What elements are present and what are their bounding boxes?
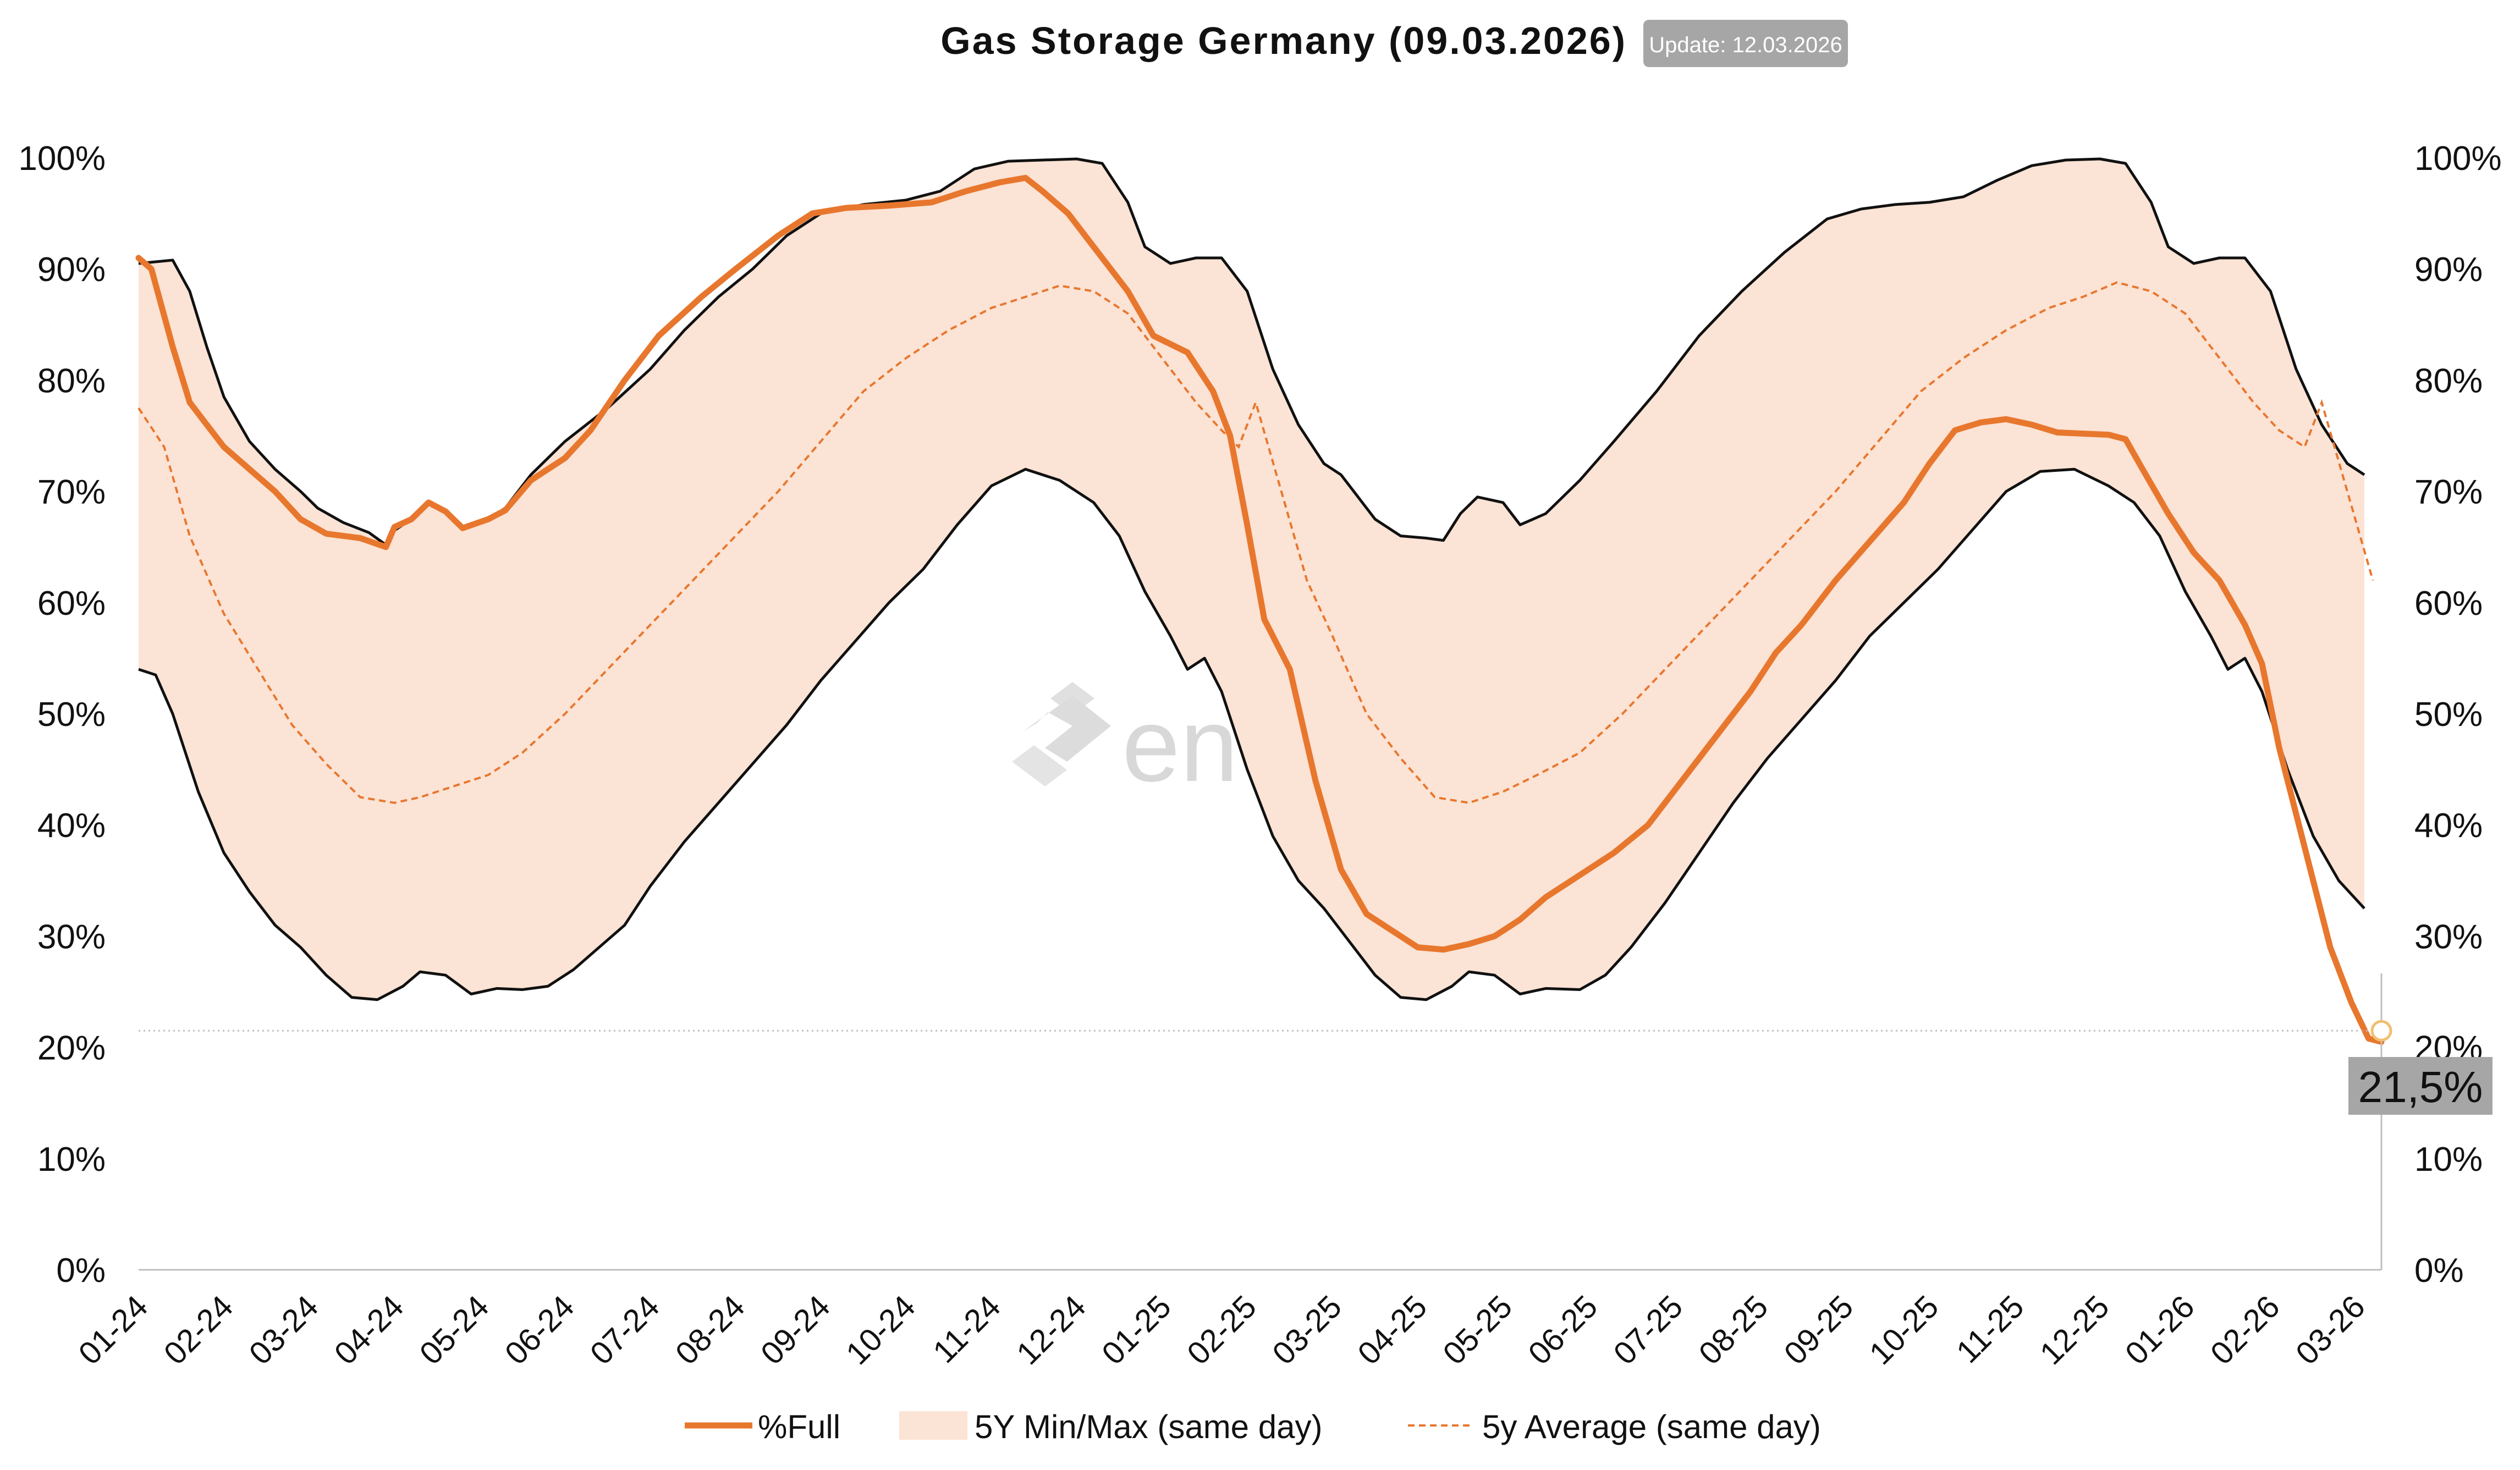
x-tick-label: 08-25 [1692, 1289, 1775, 1372]
y-tick-label-left: 80% [37, 362, 106, 400]
chart-title: Gas Storage Germany (09.03.2026) [940, 19, 1627, 62]
x-tick-label: 09-24 [754, 1289, 837, 1372]
y-tick-label-left: 40% [37, 807, 106, 845]
legend: %Full 5Y Min/Max (same day) 5y Average (… [685, 1408, 1821, 1445]
x-tick-label: 07-24 [584, 1289, 667, 1372]
y-tick-label-right: 10% [2414, 1141, 2483, 1179]
y-tick-label-right: 30% [2414, 918, 2483, 956]
x-tick-label: 07-25 [1606, 1289, 1690, 1372]
watermark-base-icon [1012, 745, 1067, 786]
legend-label-full: %Full [758, 1408, 840, 1445]
series-line-5y-average [137, 281, 2374, 804]
x-axis-ticks: 01-24 02-24 03-24 04-24 05-24 06-24 07-24 08-24… [71, 1289, 2372, 1372]
x-tick-label: 12-25 [2033, 1289, 2116, 1372]
x-tick-label: 10-24 [839, 1289, 922, 1372]
update-badge [1643, 20, 1848, 67]
x-tick-label: 12-24 [1010, 1289, 1093, 1372]
legend-swatch-band [899, 1411, 967, 1440]
x-tick-label: 05-24 [413, 1289, 496, 1372]
x-tick-label: 08-24 [669, 1289, 752, 1372]
y-tick-label-left: 90% [37, 251, 106, 289]
y-tick-label-right: 70% [2414, 474, 2483, 511]
last-value-label: 21,5% [2358, 1062, 2483, 1111]
x-tick-label: 06-25 [1521, 1289, 1604, 1372]
update-badge-text: Update: 12.03.2026 [1649, 33, 1842, 57]
x-tick-label: 03-26 [2289, 1289, 2372, 1372]
y-tick-label-right: 100% [2414, 140, 2502, 178]
x-tick-label: 02-26 [2204, 1289, 2287, 1372]
series-line-5y-min [138, 467, 2365, 1001]
y-tick-label-left: 60% [37, 585, 106, 623]
x-tick-label: 11-25 [1950, 1289, 2031, 1370]
x-tick-label: 01-25 [1095, 1289, 1178, 1372]
x-tick-label: 04-24 [328, 1289, 411, 1372]
y-tick-label-left: 70% [37, 474, 106, 511]
x-tick-label: 03-25 [1265, 1289, 1349, 1372]
y-axis-left: 0% 10% 20% 30% 40% 50% 60% 70% 80% 90% 100% [18, 140, 106, 1290]
y-tick-label-right: 0% [2414, 1252, 2464, 1290]
y-tick-label-right: 90% [2414, 251, 2483, 289]
plot-area [135, 157, 2385, 1045]
y-tick-label-right: 40% [2414, 807, 2483, 845]
y-tick-label-left: 100% [18, 140, 106, 178]
y-tick-label-left: 10% [37, 1141, 106, 1179]
x-tick-label: 11-24 [926, 1289, 1008, 1370]
x-tick-label: 02-25 [1180, 1289, 1263, 1372]
x-tick-label: 04-25 [1351, 1289, 1434, 1372]
x-tick-label: 06-24 [498, 1289, 581, 1372]
x-tick-label: 02-24 [157, 1289, 240, 1372]
x-tick-label: 05-25 [1436, 1289, 1519, 1372]
last-value-marker [2370, 1020, 2392, 1042]
watermark-e-icon [1023, 696, 1111, 762]
x-tick-label: 09-25 [1777, 1289, 1860, 1372]
x-tick-label: 10-25 [1863, 1289, 1946, 1372]
y-tick-label-right: 60% [2414, 585, 2483, 623]
series-line-full [135, 174, 2385, 1045]
y-tick-label-left: 50% [37, 696, 106, 734]
legend-label-avg: 5y Average (same day) [1482, 1408, 1821, 1445]
legend-label-band: 5Y Min/Max (same day) [975, 1408, 1322, 1445]
y-axis-right: 0%10%20%30%40%50%60%70%80%90%100% [2414, 140, 2502, 1290]
x-tick-label: 01-26 [2119, 1289, 2202, 1372]
y-tick-label-right: 50% [2414, 696, 2483, 734]
band-5y-min-max [139, 159, 2364, 1000]
y-tick-label-left: 30% [37, 918, 106, 956]
x-tick-label: 03-24 [242, 1289, 325, 1372]
y-tick-label-right: 80% [2414, 362, 2483, 400]
x-tick-label: 01-24 [71, 1289, 155, 1372]
y-tick-label-left: 20% [37, 1029, 106, 1067]
last-value-label-box [2348, 1057, 2493, 1115]
axes [139, 973, 2383, 1271]
y-tick-label-left: 0% [56, 1252, 106, 1290]
